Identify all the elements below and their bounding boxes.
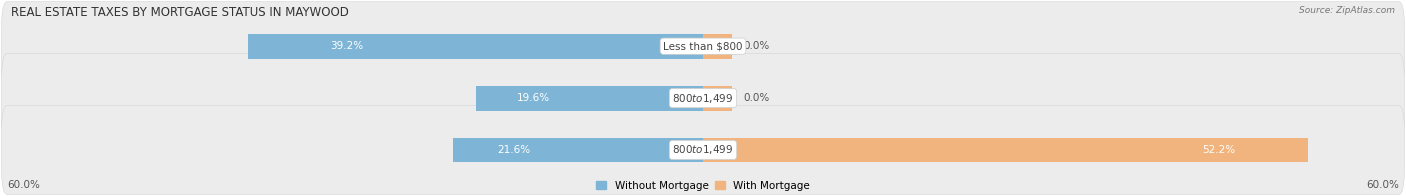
Text: 21.6%: 21.6% — [498, 145, 530, 155]
FancyBboxPatch shape — [1, 54, 1405, 143]
Bar — [475, 86, 703, 111]
Text: Less than $800: Less than $800 — [664, 41, 742, 51]
Bar — [703, 138, 1308, 162]
FancyBboxPatch shape — [1, 2, 1405, 91]
Text: $800 to $1,499: $800 to $1,499 — [672, 92, 734, 105]
Bar — [703, 86, 733, 111]
Legend: Without Mortgage, With Mortgage: Without Mortgage, With Mortgage — [596, 181, 810, 191]
Text: 0.0%: 0.0% — [744, 93, 770, 103]
Text: 0.0%: 0.0% — [744, 41, 770, 51]
Bar — [703, 34, 733, 59]
Bar — [453, 138, 703, 162]
Text: 60.0%: 60.0% — [7, 180, 41, 190]
Text: 39.2%: 39.2% — [330, 41, 363, 51]
Text: 52.2%: 52.2% — [1202, 145, 1236, 155]
Text: Source: ZipAtlas.com: Source: ZipAtlas.com — [1299, 6, 1395, 15]
Text: 60.0%: 60.0% — [1365, 180, 1399, 190]
Bar — [249, 34, 703, 59]
FancyBboxPatch shape — [1, 105, 1405, 195]
Text: REAL ESTATE TAXES BY MORTGAGE STATUS IN MAYWOOD: REAL ESTATE TAXES BY MORTGAGE STATUS IN … — [11, 6, 349, 19]
Text: 19.6%: 19.6% — [516, 93, 550, 103]
Text: $800 to $1,499: $800 to $1,499 — [672, 143, 734, 156]
